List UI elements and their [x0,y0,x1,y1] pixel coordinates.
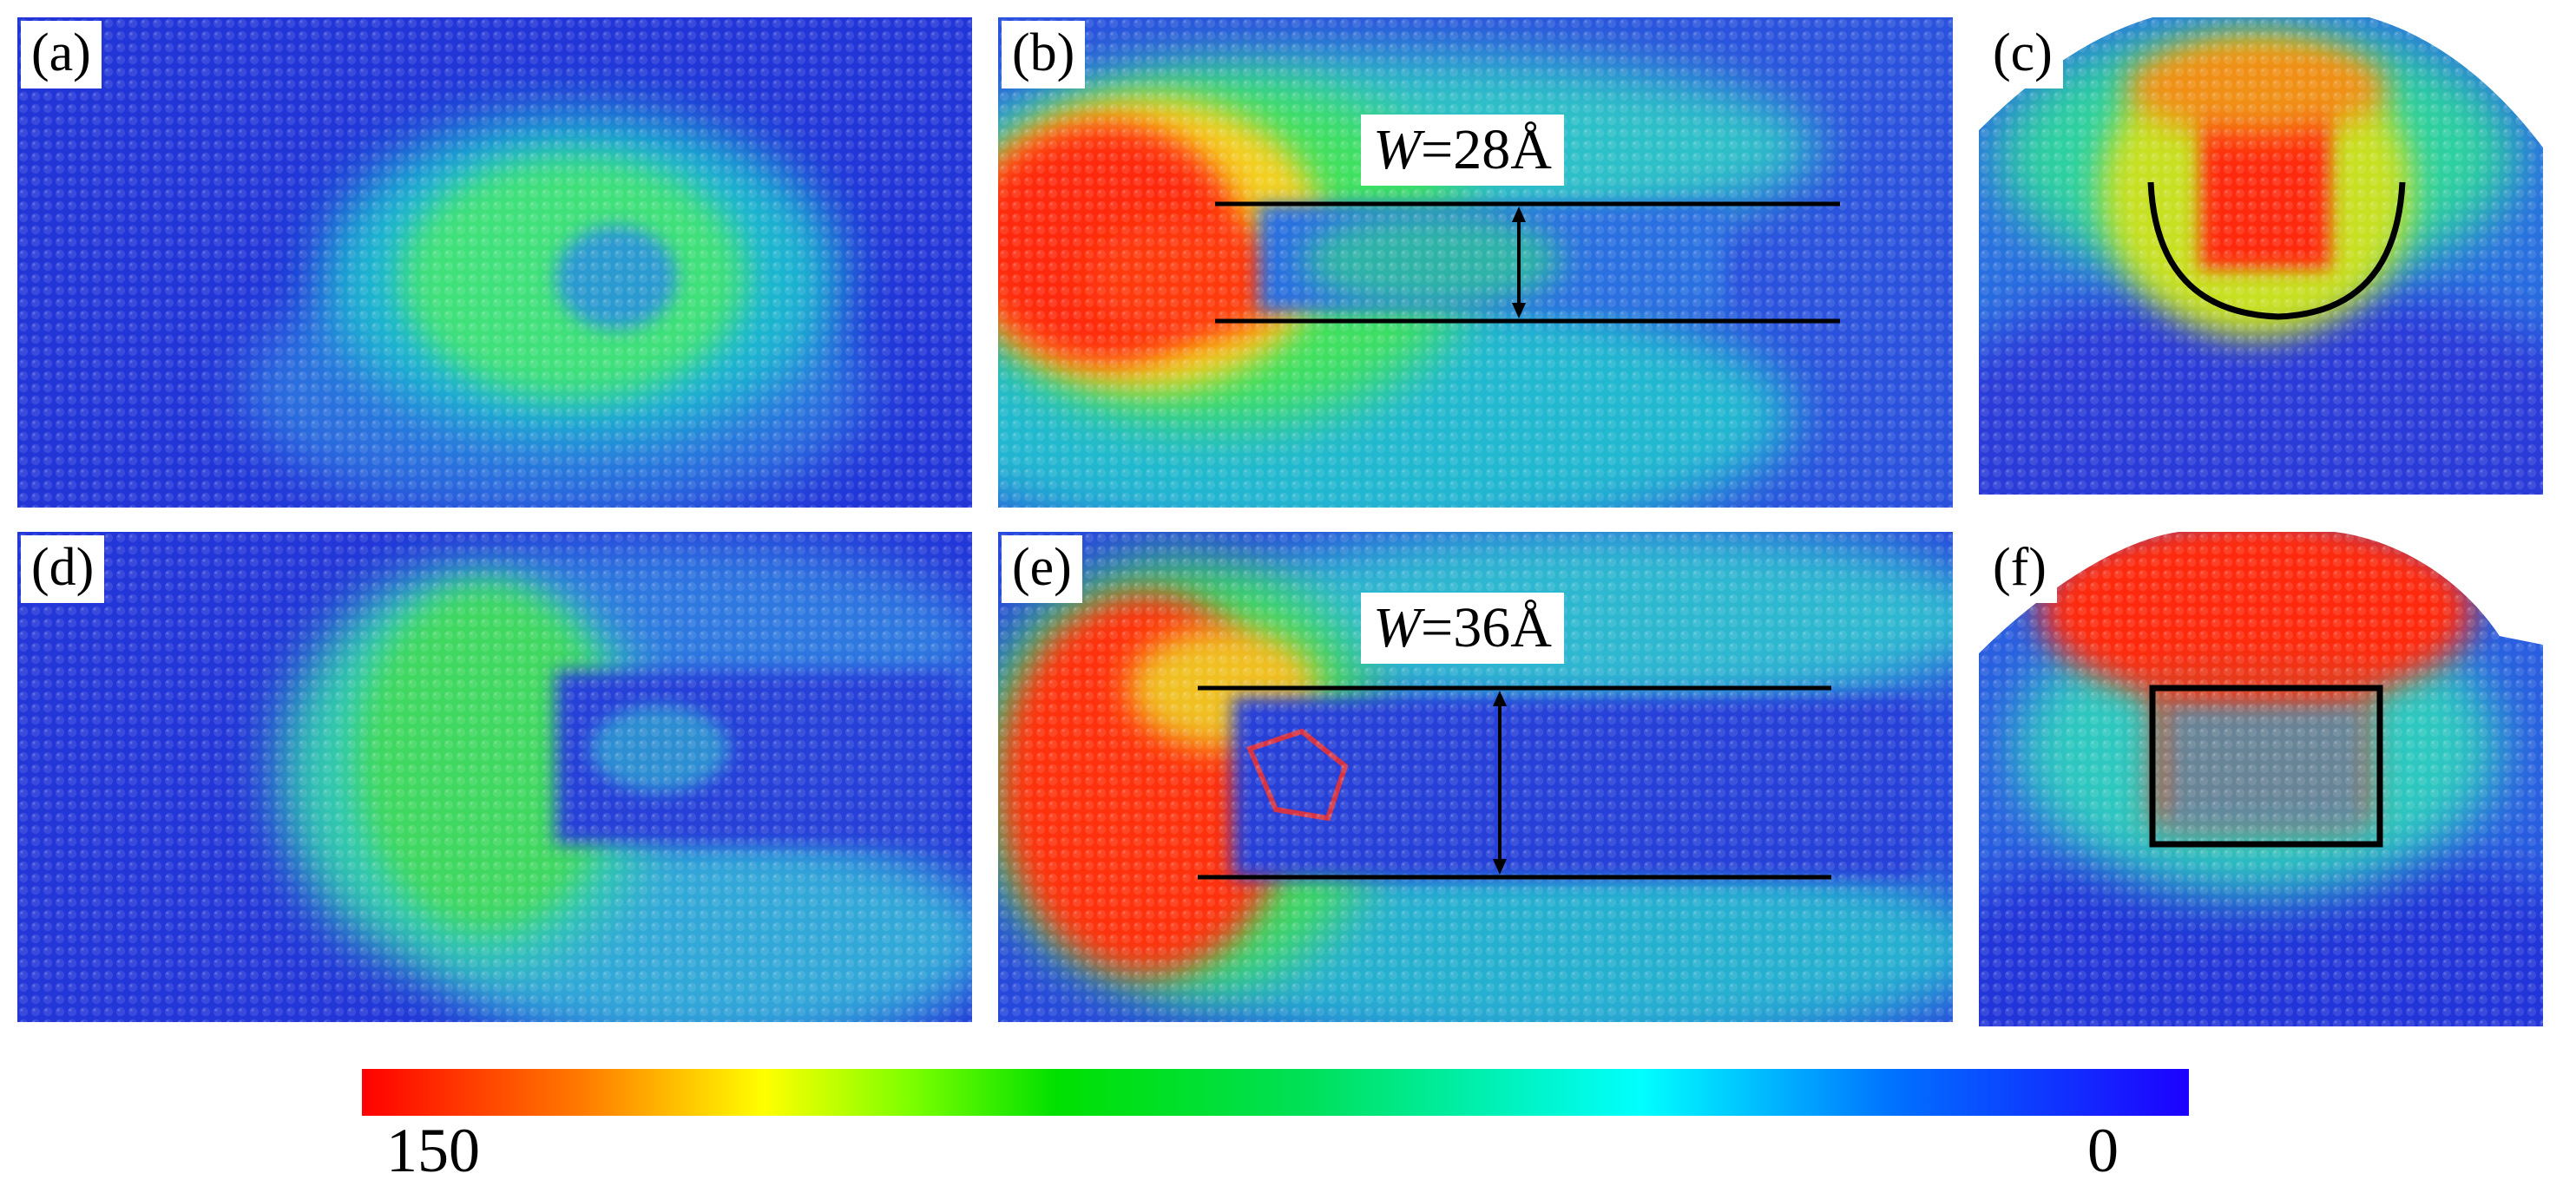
panel-b-width-label: W=28Å [1361,115,1564,186]
panel-b-label: (b) [1002,21,1086,88]
panel-c-label: (c) [1982,21,2063,88]
panel-a-map [17,17,972,508]
panel-b-map [998,17,1953,508]
panel-a-label: (a) [21,21,102,88]
colorbar-min-label: 0 [2087,1116,2119,1185]
melt-pool-boundary-c [2147,181,2406,320]
width-value-b: =28Å [1420,118,1552,181]
width-symbol-e: W [1373,596,1421,659]
panel-f: (f) [1979,532,2543,1026]
width-value-e: =36Å [1420,596,1552,659]
panel-e-width-label: W=36Å [1361,593,1564,664]
panel-f-label: (f) [1982,535,2057,603]
panel-d-label: (d) [21,535,105,603]
panel-d-map [17,532,972,1022]
panel-c-map [1979,17,2543,495]
colorbar-max-label: 150 [386,1116,480,1185]
width-symbol-b: W [1373,118,1421,181]
panel-c: (c) [1979,17,2543,495]
panel-e: (e) W=36Å [998,532,1953,1022]
colorbar [362,1069,2189,1116]
hole-box-f [2149,685,2383,848]
panel-e-map [998,532,1953,1022]
panel-d: (d) [17,532,972,1022]
panel-f-map [1979,532,2543,1026]
panel-e-label: (e) [1002,535,1082,603]
panel-b: (b) W=28Å [998,17,1953,508]
panel-a: (a) [17,17,972,508]
